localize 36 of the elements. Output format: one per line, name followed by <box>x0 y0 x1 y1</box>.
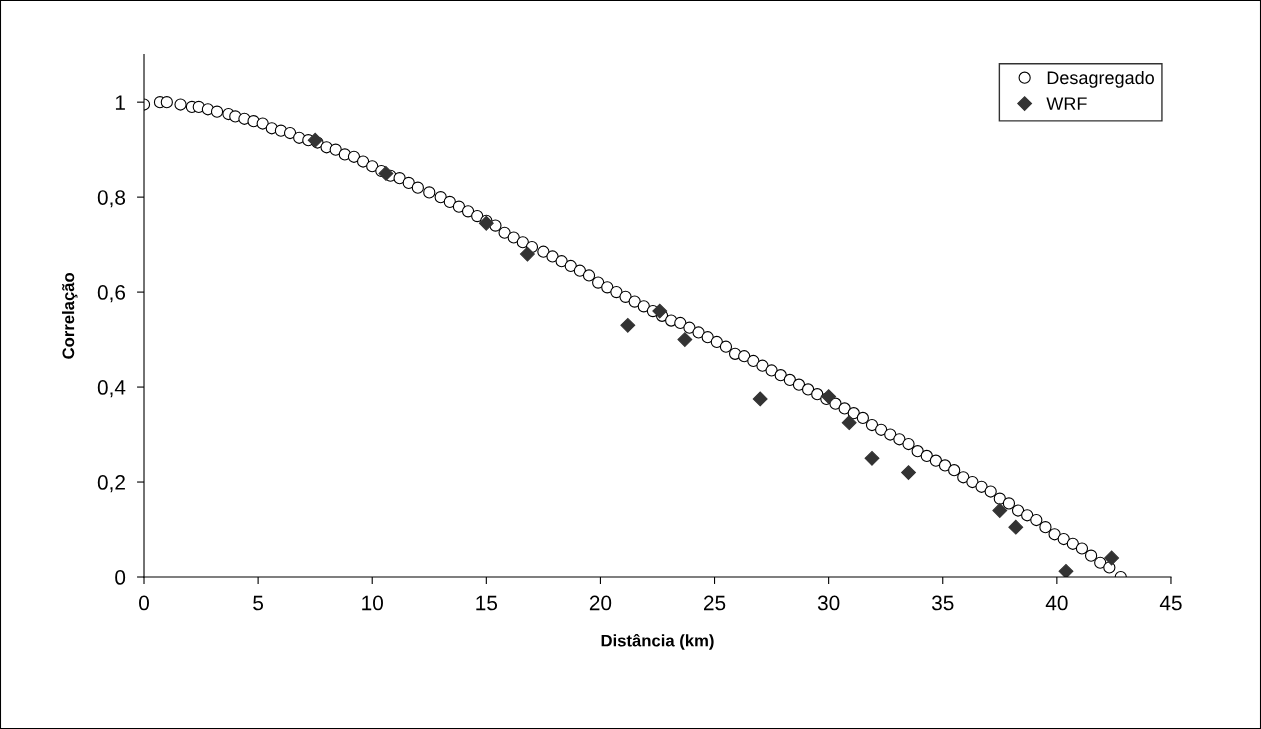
y-tick-label: 1 <box>115 95 125 110</box>
legend-label: WRF <box>1046 97 1087 110</box>
x-tick-label: 45 <box>1159 595 1182 611</box>
y-tick-label: 0,4 <box>97 380 126 398</box>
x-tick-label: 35 <box>931 595 954 611</box>
x-tick-label: 10 <box>362 595 383 611</box>
x-tick-label: 20 <box>589 595 612 611</box>
x-tick-label: 5 <box>253 595 264 611</box>
point <box>1104 550 1120 566</box>
point <box>478 215 494 231</box>
point <box>519 246 535 262</box>
point <box>652 303 668 319</box>
x-axis-title: Distância (km) <box>601 633 714 650</box>
legend-label: Desagregado <box>1047 70 1154 88</box>
y-tick-label: 0,2 <box>97 475 125 493</box>
y-axis-title: Correlação <box>62 272 78 359</box>
point <box>1058 563 1074 577</box>
point <box>1008 519 1024 535</box>
x-tick-label: 30 <box>817 595 840 611</box>
point <box>992 503 1008 518</box>
x-tick-label: 40 <box>1045 595 1068 611</box>
point <box>901 465 916 480</box>
point <box>864 450 880 466</box>
point <box>752 391 768 407</box>
point <box>307 132 323 148</box>
x-tick-label: 25 <box>704 595 726 611</box>
point <box>378 165 394 181</box>
y-tick-label: 0,8 <box>97 190 126 208</box>
point <box>620 317 636 333</box>
x-tick-label: 0 <box>139 595 149 611</box>
point <box>677 332 693 348</box>
y-tick-label: 0,6 <box>97 285 126 303</box>
x-tick-label: 15 <box>476 595 498 611</box>
point <box>821 389 837 404</box>
y-tick-label: 0 <box>115 570 126 585</box>
point <box>841 415 857 431</box>
